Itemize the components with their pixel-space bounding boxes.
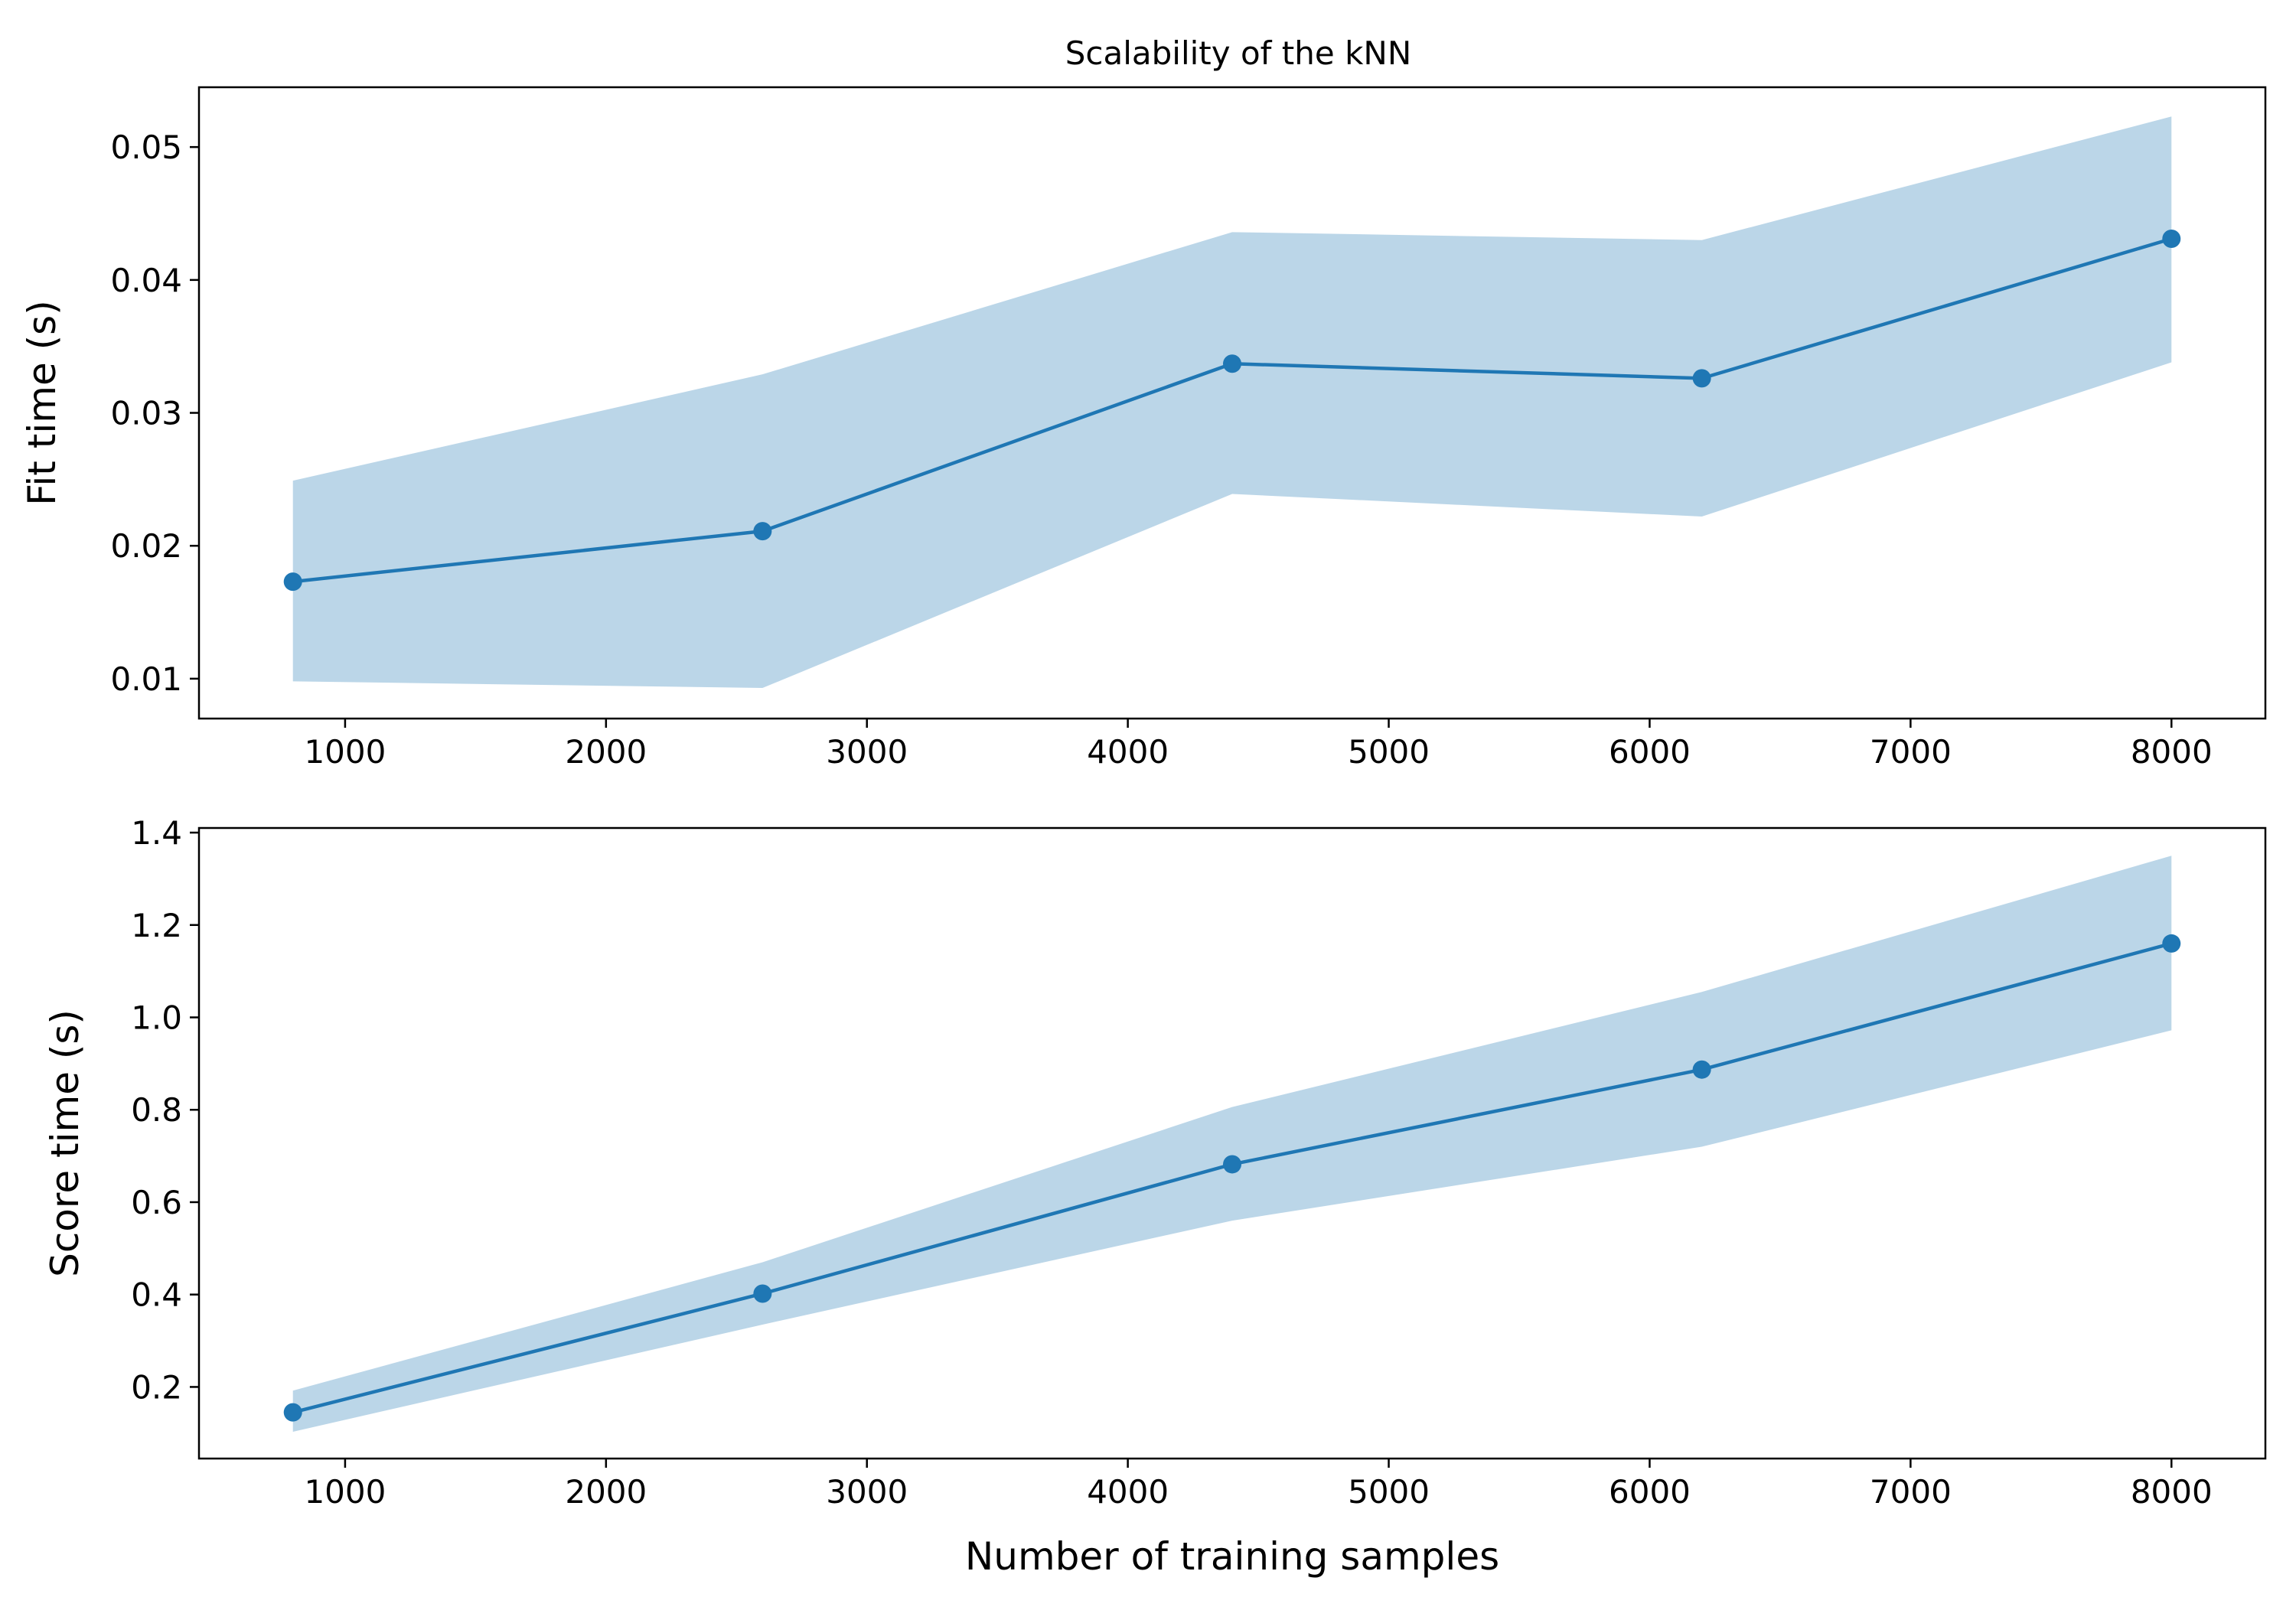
- score-time-ytick-label-6: 1.4: [131, 814, 182, 852]
- fit-time-ytick-label-3: 0.04: [110, 262, 182, 299]
- score-time-ytick-label-4: 1.0: [131, 999, 182, 1037]
- fit-time-xtick-label-7000: 7000: [1870, 733, 1952, 771]
- fit-time-ylabel: Fit time (s): [20, 300, 64, 505]
- chart-title: Scalability of the kNN: [1065, 34, 1412, 72]
- score-time-xtick-label-5000: 5000: [1348, 1473, 1430, 1511]
- score-time-xtick-label-6000: 6000: [1609, 1473, 1691, 1511]
- score-time-ylabel: Score time (s): [43, 1009, 87, 1277]
- fit-time-point-4400: [1223, 354, 1241, 373]
- fit-time-xtick-label-6000: 6000: [1609, 733, 1691, 771]
- score-time-ytick-label-5: 1.2: [131, 907, 182, 944]
- score-time-point-8000: [2162, 934, 2181, 953]
- fit-time-std-band: [292, 116, 2172, 689]
- score-time-point-4400: [1223, 1155, 1241, 1174]
- score-time-xtick-label-3000: 3000: [826, 1473, 908, 1511]
- score-time-point-6200: [1692, 1060, 1711, 1079]
- score-time-panel: 1000 2000 3000 4000 5000 6000 7000 8000 0.2 0.4 0.…: [43, 814, 2267, 1579]
- score-time-xtick-label-8000: 8000: [2131, 1473, 2213, 1511]
- score-time-ytick-label-3: 0.8: [131, 1091, 182, 1129]
- fit-time-xtick-label-4000: 4000: [1087, 733, 1169, 771]
- fit-time-point-8000: [2162, 230, 2181, 248]
- fit-time-xtick-label-3000: 3000: [826, 733, 908, 771]
- score-time-axes-frame: [197, 826, 2267, 1460]
- fit-time-panel: 1000 2000 3000 4000 5000 6000 7000 8000 0.01 0.02…: [20, 86, 2267, 771]
- score-time-ytick-label-0: 0.2: [131, 1368, 182, 1406]
- score-time-xtick-label-1000: 1000: [304, 1473, 386, 1511]
- fit-time-axes-frame: [197, 86, 2267, 720]
- fit-time-ytick-label-0: 0.01: [110, 660, 182, 698]
- fit-time-ytick-label-2: 0.03: [110, 395, 182, 432]
- score-time-point-800: [283, 1403, 302, 1422]
- fit-time-xtick-label-8000: 8000: [2131, 733, 2213, 771]
- score-time-xtick-label-4000: 4000: [1087, 1473, 1169, 1511]
- fit-time-xtick-label-1000: 1000: [304, 733, 386, 771]
- score-time-point-2600: [753, 1284, 772, 1303]
- fit-time-ytick-label-1: 0.02: [110, 527, 182, 565]
- score-time-xtick-label-7000: 7000: [1870, 1473, 1952, 1511]
- fit-time-point-800: [283, 572, 302, 592]
- score-time-xlabel: Number of training samples: [965, 1534, 1499, 1579]
- fit-time-point-2600: [753, 522, 772, 541]
- score-time-ytick-label-1: 0.4: [131, 1276, 182, 1314]
- fit-time-xtick-label-2000: 2000: [565, 733, 647, 771]
- score-time-ytick-label-2: 0.6: [131, 1184, 182, 1221]
- fit-time-xtick-label-5000: 5000: [1348, 733, 1430, 771]
- fit-time-point-6200: [1692, 369, 1711, 388]
- fit-time-ytick-label-4: 0.05: [110, 129, 182, 166]
- score-time-xtick-label-2000: 2000: [565, 1473, 647, 1511]
